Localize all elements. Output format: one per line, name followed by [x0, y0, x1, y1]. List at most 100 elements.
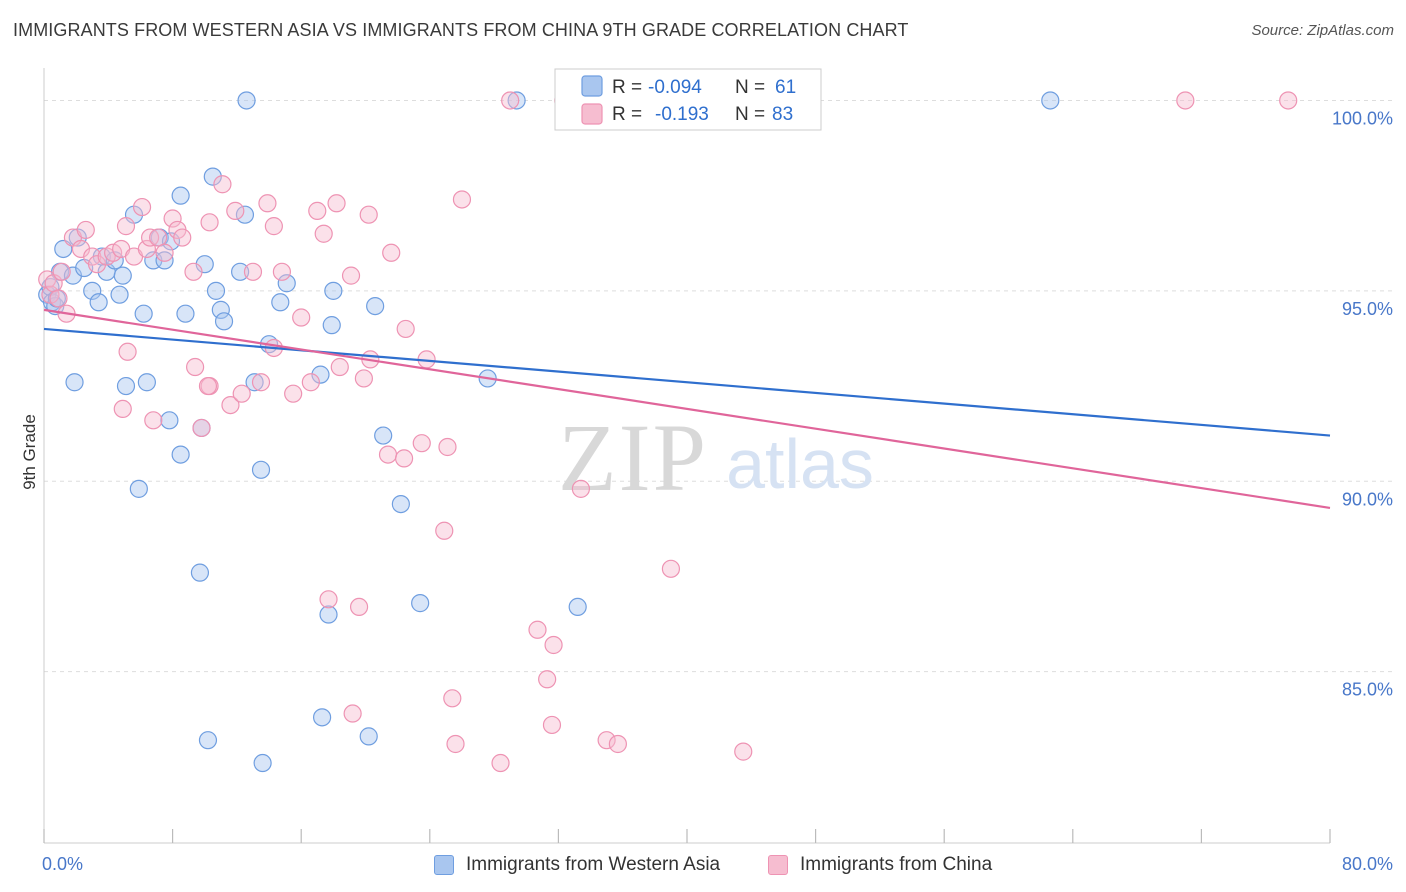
- data-point: [319, 605, 338, 624]
- data-point: [52, 262, 71, 281]
- data-point: [173, 228, 192, 247]
- data-point: [129, 479, 148, 498]
- data-point: [734, 742, 753, 761]
- watermark-atlas: atlas: [726, 425, 874, 503]
- data-point: [272, 262, 292, 281]
- axes: 100.0% 95.0% 90.0% 85.0% 0.0% 80.0%: [42, 68, 1393, 874]
- data-point: [155, 243, 174, 262]
- data-point: [597, 731, 616, 750]
- data-point: [163, 209, 182, 228]
- legend-item-western-asia[interactable]: Immigrants from Western Asia: [434, 850, 720, 880]
- legend-swatch-blue: [434, 855, 454, 875]
- stats-legend: R = -0.094 N = 61 R = -0.193 N = 83: [554, 68, 822, 131]
- data-point: [137, 239, 156, 259]
- data-point: [192, 418, 211, 438]
- data-point: [149, 228, 168, 247]
- watermark: ZIP atlas: [558, 404, 874, 511]
- data-point: [83, 281, 102, 300]
- data-point: [507, 91, 526, 110]
- data-point: [198, 376, 218, 396]
- data-point: [568, 597, 587, 617]
- data-point: [221, 395, 240, 415]
- legend-r-value-2: -0.193: [655, 104, 709, 125]
- data-point: [243, 262, 263, 281]
- legend-n-value-2: 83: [772, 104, 793, 125]
- source-label: Source: ZipAtlas.com: [1251, 22, 1394, 39]
- data-point: [292, 308, 311, 327]
- data-point: [411, 594, 430, 613]
- data-point: [1176, 91, 1195, 110]
- data-point: [438, 437, 457, 457]
- data-point: [113, 266, 132, 285]
- data-point: [359, 727, 378, 746]
- data-point: [349, 597, 369, 617]
- data-point: [378, 445, 398, 464]
- data-point: [132, 197, 152, 217]
- data-point: [571, 479, 591, 498]
- data-point: [251, 460, 271, 479]
- data-point: [394, 449, 414, 468]
- data-point: [116, 217, 136, 236]
- data-point: [113, 399, 132, 419]
- legend-label-western-asia: Immigrants from Western Asia: [466, 854, 721, 875]
- data-point: [314, 224, 333, 243]
- data-point: [354, 369, 373, 388]
- legend-swatch-western-asia: [581, 75, 603, 97]
- data-point: [203, 167, 222, 186]
- data-point: [186, 357, 205, 377]
- data-point: [271, 293, 290, 312]
- data-point: [76, 220, 95, 240]
- trend-lines: [43, 308, 1331, 509]
- data-point: [327, 194, 346, 213]
- y-tick-label: 90.0%: [1342, 489, 1393, 509]
- data-point: [446, 734, 465, 754]
- legend-item-china[interactable]: Immigrants from China: [768, 850, 992, 880]
- data-point: [435, 521, 454, 540]
- legend-n-label-1: N =: [735, 77, 765, 98]
- legend-swatch-pink: [768, 855, 788, 875]
- data-point: [542, 715, 562, 735]
- data-point: [65, 373, 84, 392]
- data-point: [264, 217, 283, 236]
- data-point: [198, 731, 218, 750]
- data-point: [277, 274, 296, 293]
- data-point: [382, 243, 401, 262]
- data-point: [190, 563, 210, 582]
- data-point: [171, 445, 190, 464]
- data-point: [452, 190, 472, 209]
- legend-n-value-1: 61: [775, 77, 796, 98]
- data-point: [359, 205, 378, 224]
- data-point: [137, 373, 156, 392]
- data-point: [258, 194, 277, 213]
- x-tick-label: 0.0%: [42, 854, 83, 874]
- data-point: [176, 304, 195, 323]
- data-point: [308, 201, 327, 220]
- data-point: [118, 342, 137, 361]
- legend-r-value-1: -0.094: [648, 77, 702, 98]
- data-point: [330, 357, 349, 377]
- data-point: [1041, 91, 1060, 110]
- data-point: [528, 620, 547, 639]
- data-point: [322, 316, 341, 335]
- data-points: [38, 91, 1298, 773]
- data-point: [155, 251, 174, 270]
- data-point: [301, 373, 320, 392]
- data-point: [391, 494, 410, 514]
- data-point: [343, 704, 362, 723]
- data-point: [366, 296, 385, 316]
- data-point: [237, 91, 256, 110]
- data-point: [226, 201, 245, 220]
- data-point: [134, 304, 153, 323]
- x-tick-label: 80.0%: [1342, 854, 1393, 874]
- data-point: [374, 426, 393, 445]
- series-western-asia: [38, 91, 1060, 773]
- data-point: [245, 373, 264, 392]
- data-point: [49, 289, 68, 308]
- y-tick-label: 85.0%: [1342, 680, 1393, 700]
- data-point: [284, 384, 303, 403]
- data-point: [116, 376, 136, 396]
- legend-label-china: Immigrants from China: [800, 854, 993, 875]
- chart-title: IMMIGRANTS FROM WESTERN ASIA VS IMMIGRAN…: [13, 20, 909, 40]
- data-point: [341, 266, 361, 285]
